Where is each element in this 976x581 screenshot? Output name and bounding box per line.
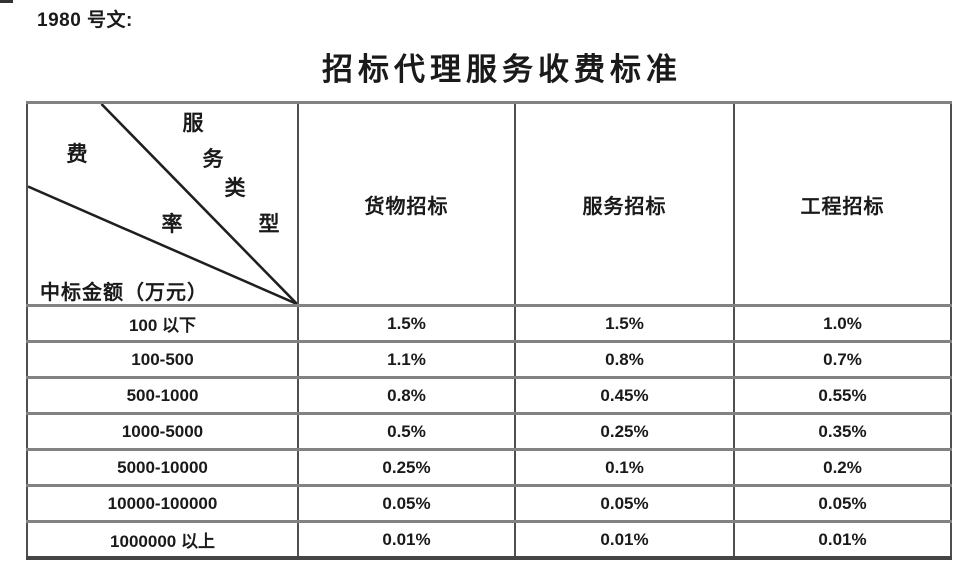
- value-cell: 0.1%: [514, 448, 735, 487]
- value-cell: 1.5%: [514, 304, 735, 343]
- corner-service-type-char: 类: [224, 176, 246, 200]
- value-cell: 0.7%: [733, 340, 952, 379]
- column-header-engineering: 工程招标: [733, 101, 952, 307]
- value-cell: 0.05%: [514, 484, 735, 523]
- value-cell: 0.5%: [297, 412, 516, 451]
- value-cell: 1.0%: [733, 304, 952, 343]
- column-header-services: 服务招标: [514, 101, 735, 307]
- row-label-cell: 5000-10000: [26, 448, 299, 487]
- value-cell: 0.8%: [514, 340, 735, 379]
- page-title: 招标代理服务收费标准: [322, 52, 682, 87]
- value-cell: 0.55%: [733, 376, 952, 415]
- doc-number-label: 1980 号文:: [37, 10, 133, 31]
- table-corner-cell: 服 费 务 类 率 型 中标金额（万元）: [26, 101, 299, 307]
- table-row: 1000000 以上 0.01% 0.01% 0.01%: [26, 520, 952, 560]
- value-cell: 0.2%: [733, 448, 952, 487]
- row-label-cell: 500-1000: [26, 376, 299, 415]
- table-header-row: 服 费 务 类 率 型 中标金额（万元） 货物招标 服务招标 工程招标: [26, 101, 952, 307]
- fee-table: 服 费 务 类 率 型 中标金额（万元） 货物招标 服务招标 工程招标 100 …: [26, 101, 952, 560]
- page-corner-mark: [0, 0, 13, 3]
- row-label-cell: 1000000 以上: [26, 520, 299, 560]
- corner-service-type-char: 型: [258, 212, 280, 236]
- corner-amount-label: 中标金额（万元）: [40, 282, 208, 304]
- value-cell: 0.05%: [297, 484, 516, 523]
- value-cell: 0.01%: [733, 520, 952, 560]
- value-cell: 1.1%: [297, 340, 516, 379]
- value-cell: 0.01%: [297, 520, 516, 560]
- diagonal-lines: [29, 105, 296, 303]
- value-cell: 1.5%: [297, 304, 516, 343]
- value-cell: 0.8%: [297, 376, 516, 415]
- table-row: 5000-10000 0.25% 0.1% 0.2%: [26, 448, 952, 487]
- corner-fee-rate-char: 率: [161, 212, 183, 236]
- row-label-cell: 100-500: [26, 340, 299, 379]
- corner-service-type-char: 服: [182, 111, 204, 135]
- column-header-goods: 货物招标: [297, 101, 516, 307]
- table-row: 1000-5000 0.5% 0.25% 0.35%: [26, 412, 952, 451]
- table-row: 100-500 1.1% 0.8% 0.7%: [26, 340, 952, 379]
- value-cell: 0.25%: [514, 412, 735, 451]
- value-cell: 0.01%: [514, 520, 735, 560]
- row-label-cell: 10000-100000: [26, 484, 299, 523]
- value-cell: 0.25%: [297, 448, 516, 487]
- table-row: 100 以下 1.5% 1.5% 1.0%: [26, 304, 952, 343]
- value-cell: 0.45%: [514, 376, 735, 415]
- table-row: 10000-100000 0.05% 0.05% 0.05%: [26, 484, 952, 523]
- corner-fee-rate-char: 费: [66, 142, 88, 166]
- row-label-cell: 1000-5000: [26, 412, 299, 451]
- row-label-cell: 100 以下: [26, 304, 299, 343]
- value-cell: 0.05%: [733, 484, 952, 523]
- corner-service-type-char: 务: [202, 147, 224, 171]
- value-cell: 0.35%: [733, 412, 952, 451]
- table-row: 500-1000 0.8% 0.45% 0.55%: [26, 376, 952, 415]
